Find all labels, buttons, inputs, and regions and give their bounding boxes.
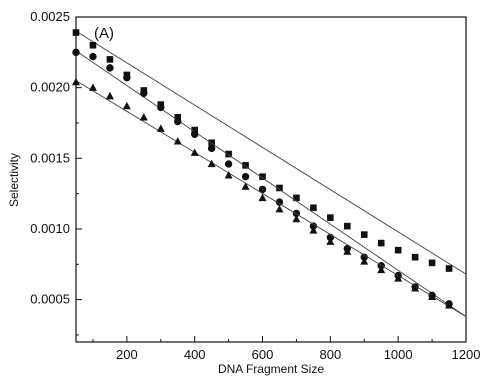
- x-axis: 200 400 600 800 1000 1200: [92, 336, 481, 362]
- data-point-square: [191, 126, 198, 134]
- fit-line: [75, 30, 467, 275]
- y-tick-label: 0.0020: [30, 80, 70, 95]
- data-point-triangle: [411, 284, 420, 292]
- data-point-square: [293, 194, 300, 202]
- data-point-circle: [140, 89, 148, 98]
- data-point-square: [377, 239, 385, 247]
- series-layer: [72, 29, 467, 317]
- data-point-triangle: [360, 257, 369, 265]
- data-point-square: [360, 231, 368, 238]
- x-tick-label: 1200: [452, 347, 481, 362]
- data-point-triangle: [258, 193, 267, 202]
- series-triangle: [72, 77, 467, 317]
- data-point-triangle: [394, 274, 403, 282]
- data-point-square: [89, 41, 97, 49]
- data-point-square: [310, 204, 317, 212]
- data-point-triangle: [88, 83, 97, 91]
- data-point-triangle: [224, 171, 233, 179]
- series-square: [72, 29, 467, 275]
- fit-line: [75, 80, 467, 317]
- data-point-square: [72, 29, 80, 36]
- data-point-triangle: [309, 226, 318, 234]
- data-point-square: [225, 150, 232, 158]
- data-point-triangle: [139, 113, 148, 121]
- y-axis: 0.0005 0.0010 0.0015 0.0020 0.0025: [30, 9, 82, 336]
- data-point-square: [276, 184, 283, 192]
- data-point-triangle: [428, 292, 437, 300]
- data-point-square: [344, 222, 351, 230]
- data-point-triangle: [122, 101, 131, 110]
- data-point-triangle: [343, 247, 352, 255]
- x-axis-label: DNA Fragment Size: [218, 362, 324, 376]
- data-point-square: [259, 173, 266, 180]
- data-point-triangle: [445, 301, 454, 309]
- data-point-circle: [106, 64, 114, 72]
- y-tick-label: 0.0015: [30, 150, 70, 165]
- x-tick-label: 400: [184, 347, 206, 362]
- data-point-square: [174, 114, 182, 121]
- data-point-circle: [190, 130, 199, 138]
- data-point-triangle: [241, 182, 250, 190]
- x-tick-label: 200: [116, 347, 138, 362]
- series-circle: [72, 48, 467, 317]
- data-point-circle: [258, 185, 267, 194]
- data-point-square: [411, 253, 419, 261]
- data-point-square: [242, 162, 249, 169]
- data-point-square: [106, 56, 114, 63]
- y-tick-label: 0.0025: [30, 9, 70, 24]
- data-point-square: [394, 246, 402, 254]
- plot-frame: [75, 16, 467, 343]
- data-point-circle: [224, 160, 233, 168]
- data-point-square: [327, 214, 334, 221]
- data-point-triangle: [190, 148, 199, 156]
- data-point-triangle: [326, 237, 335, 245]
- data-point-circle: [157, 103, 165, 112]
- data-point-circle: [309, 222, 318, 230]
- x-tick-label: 800: [319, 347, 341, 362]
- data-point-triangle: [292, 214, 301, 223]
- data-point-triangle: [173, 137, 182, 145]
- fit-line: [75, 50, 467, 317]
- data-point-circle: [360, 253, 368, 261]
- data-point-triangle: [156, 124, 165, 132]
- data-point-triangle: [207, 159, 216, 168]
- data-point-circle: [207, 144, 216, 153]
- panel-label: (A): [94, 25, 114, 42]
- y-tick-label: 0.0010: [30, 221, 70, 236]
- data-point-triangle: [377, 265, 386, 274]
- data-point-square: [208, 139, 215, 147]
- data-point-triangle: [105, 91, 114, 100]
- y-tick-label: 0.0005: [30, 292, 70, 307]
- data-point-square: [445, 265, 453, 272]
- data-point-square: [428, 259, 436, 267]
- y-axis-label: Selectivity: [7, 153, 21, 207]
- x-tick-label: 1000: [384, 347, 413, 362]
- data-point-circle: [275, 198, 284, 206]
- x-tick-label: 600: [252, 347, 274, 362]
- data-point-triangle: [72, 77, 80, 86]
- data-point-triangle: [275, 204, 284, 213]
- data-point-circle: [89, 52, 97, 61]
- data-point-circle: [241, 172, 250, 181]
- data-point-circle: [123, 74, 131, 82]
- data-point-circle: [174, 117, 182, 126]
